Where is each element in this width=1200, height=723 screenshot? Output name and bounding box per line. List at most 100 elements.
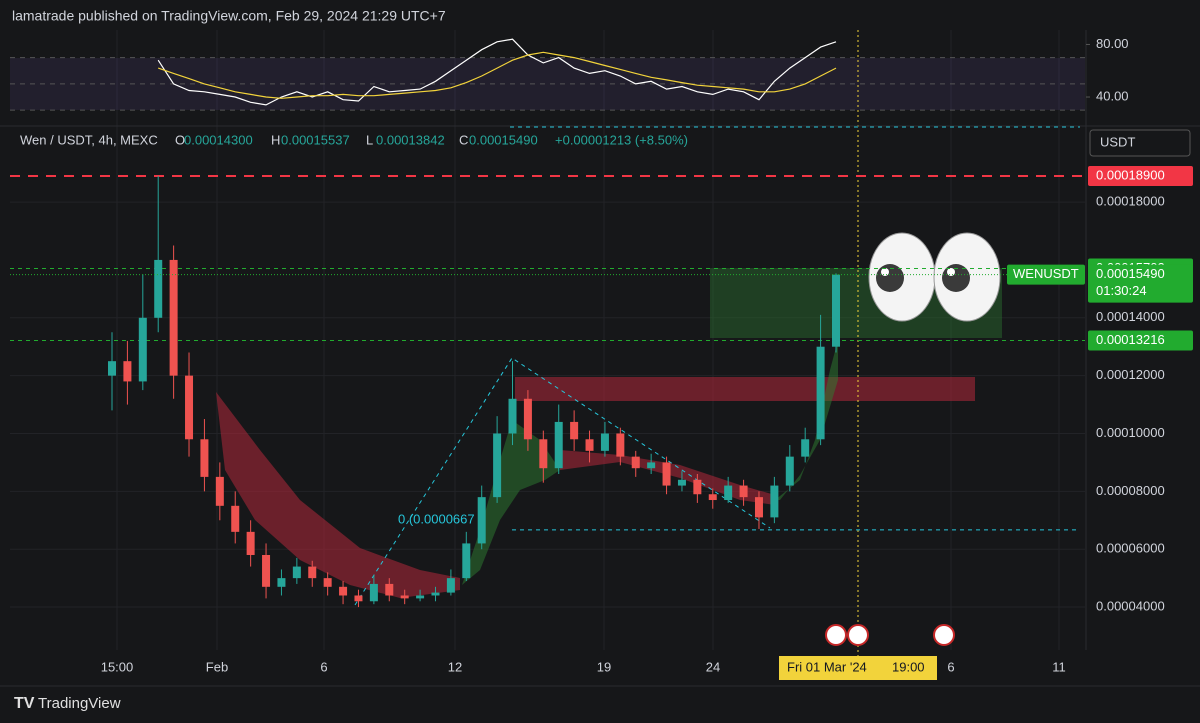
candle-body <box>739 485 748 498</box>
footer-brand: TradingView <box>38 695 121 712</box>
indicator-cloud <box>216 392 460 598</box>
x-tick-label: 15:00 <box>101 659 134 674</box>
legend-h: 0.00015537 <box>281 132 350 147</box>
candle-body <box>493 433 502 498</box>
candle-body <box>785 456 794 486</box>
eyes-emoji <box>868 232 1001 322</box>
indicator-cloud <box>560 450 775 505</box>
candle-body <box>138 317 147 382</box>
candle-body <box>339 586 348 596</box>
candle-body <box>693 479 702 495</box>
candle-body <box>662 462 671 486</box>
resistance-zone <box>515 377 975 401</box>
x-tick-label: 12 <box>448 659 462 674</box>
candle-body <box>539 439 548 469</box>
candle-body <box>400 595 409 599</box>
legend-change: +0.00001213 (+8.50%) <box>555 132 688 147</box>
price-badge-label: 0.00018900 <box>1096 167 1165 182</box>
legend-h-label: H <box>271 132 280 147</box>
fib-label: 0 (0.0000667 ) <box>398 511 483 526</box>
candle-body <box>446 578 455 593</box>
currency: USDT <box>1100 134 1135 149</box>
candle-body <box>600 433 609 451</box>
candle-body <box>585 439 594 451</box>
candle-body <box>277 578 286 587</box>
candle-body <box>508 398 517 434</box>
y-tick-label: 0.00010000 <box>1096 425 1165 440</box>
candle-body <box>185 375 194 440</box>
candle-body <box>708 494 717 501</box>
candle-body <box>724 485 733 501</box>
candle-body <box>308 566 317 579</box>
legend-o-label: O <box>175 132 185 147</box>
y-tick-label: 0.00008000 <box>1096 483 1165 498</box>
rsi-line <box>157 38 837 106</box>
currency-box[interactable] <box>1089 129 1191 157</box>
candle-body <box>832 274 840 347</box>
legend-l: 0.00013842 <box>376 132 445 147</box>
crosshair-time: 19:00 <box>892 659 925 674</box>
crosshair-label-box <box>779 656 937 680</box>
x-tick-label: 19 <box>597 659 611 674</box>
candle-body <box>770 485 779 518</box>
candle-body <box>123 361 132 382</box>
y-tick-label: 0.00012000 <box>1096 367 1165 382</box>
candle-body <box>108 361 116 376</box>
candle-body <box>169 259 178 376</box>
x-tick-label: 6 <box>947 659 954 674</box>
candle-body <box>647 462 656 469</box>
y-tick-label: 0.00006000 <box>1096 541 1165 556</box>
crosshair-date: Fri 01 Mar '24 <box>787 659 867 674</box>
candle-body <box>754 497 763 518</box>
candle-body <box>554 421 563 469</box>
candle-body <box>246 531 255 555</box>
candle-body <box>416 595 425 599</box>
candle-body <box>677 479 686 486</box>
candle-body <box>369 583 378 602</box>
x-tick-label: Feb <box>206 659 228 674</box>
fib-zigzag <box>354 357 771 606</box>
x-tick-label: 24 <box>706 659 720 674</box>
indicator-cloud <box>462 420 560 585</box>
legend-c-label: C <box>459 132 468 147</box>
countdown: 01:30:24 <box>1096 283 1147 298</box>
candle-body <box>477 497 486 544</box>
legend-c: 0.00015490 <box>469 132 538 147</box>
candle-body <box>570 421 579 440</box>
candle-body <box>154 259 163 318</box>
last-price-badge <box>1088 264 1193 303</box>
y-tick-label: 0.00014000 <box>1096 309 1165 324</box>
candle-body <box>816 346 825 440</box>
symbol-badge <box>1007 264 1085 285</box>
candle-body <box>523 398 532 440</box>
rsi-band <box>10 58 1085 110</box>
rsi-line <box>158 51 837 99</box>
candle-body <box>200 439 209 477</box>
legend-o: 0.00014300 <box>184 132 253 147</box>
candle-body <box>385 583 394 596</box>
indicator-cloud <box>775 340 838 500</box>
y-tick-label: 0.00018000 <box>1096 194 1165 209</box>
price-badge <box>1088 166 1193 187</box>
legend-l-label: L <box>366 132 373 147</box>
price-badge-label: 0.00013216 <box>1096 332 1165 347</box>
rsi-tick-label: 80.00 <box>1096 36 1129 51</box>
candle-body <box>292 566 301 579</box>
candle-body <box>431 592 440 596</box>
footer-logo: TV <box>14 695 35 712</box>
candle-body <box>616 433 625 457</box>
candle-body <box>462 543 471 579</box>
last-price-label: 0.00015490 <box>1096 266 1165 281</box>
candle-body <box>354 595 363 602</box>
header-title: lamatrade published on TradingView.com, … <box>12 8 446 24</box>
y-tick-label: 0.00004000 <box>1096 598 1165 613</box>
price-badge <box>1088 330 1193 351</box>
x-tick-label: 11 <box>1052 659 1066 674</box>
rsi-tick-label: 40.00 <box>1096 88 1129 103</box>
candle-body <box>801 439 810 457</box>
legend-symbol: Wen / USDT, 4h, MEXC <box>20 132 158 147</box>
x-tick-label: 6 <box>320 659 327 674</box>
